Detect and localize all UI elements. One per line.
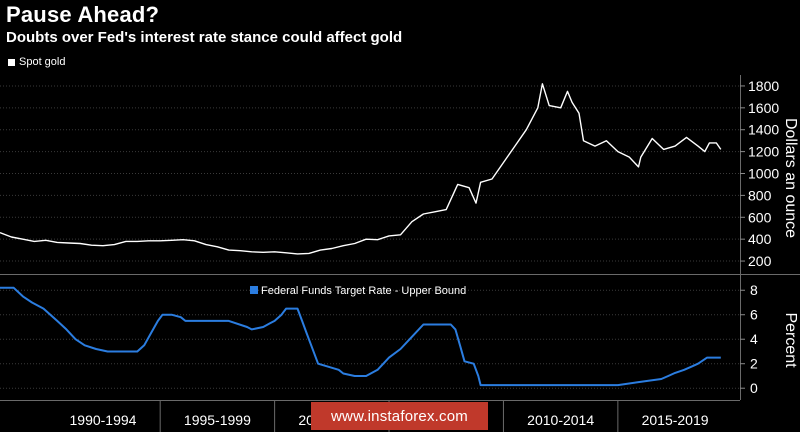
gold-y-tick-label: 1800 (748, 78, 779, 94)
gold-legend-swatch (8, 58, 15, 66)
x-tick-label: 1995-1999 (184, 412, 251, 428)
fed-rate-line (0, 286, 721, 387)
x-tick-label: 2015-2019 (642, 412, 709, 428)
gold-legend-label: Spot gold (19, 56, 66, 68)
rate-y-axis-label: Percent (782, 312, 799, 368)
gold-y-tick-label: 1600 (748, 100, 779, 116)
gold-y-axis-label: Dollars an ounce (782, 118, 799, 238)
gold-y-tick-label: 400 (748, 231, 772, 247)
rate-y-tick-label: 0 (750, 380, 758, 396)
chart-title: Pause Ahead? (6, 2, 160, 27)
rate-y-tick-label: 6 (750, 307, 758, 323)
gold-y-tick-label: 200 (748, 253, 772, 269)
gold-y-tick-label: 800 (748, 187, 772, 203)
chart-subtitle: Doubts over Fed's interest rate stance c… (6, 29, 403, 46)
gold-legend: Spot gold (8, 56, 65, 68)
watermark: www.instaforex.com (311, 402, 488, 430)
x-tick-label: 1990-1994 (70, 412, 137, 428)
rate-legend-label: Federal Funds Target Rate - Upper Bound (261, 285, 466, 297)
gold-y-tick-label: 1400 (748, 122, 779, 138)
rate-y-tick-label: 2 (750, 356, 758, 372)
rate-y-tick-label: 4 (750, 331, 758, 347)
gold-y-tick-label: 1200 (748, 144, 779, 160)
x-tick-label: 2010-2014 (527, 412, 594, 428)
gold-y-tick-label: 600 (748, 209, 772, 225)
gold-price-line (0, 83, 722, 255)
rate-legend-swatch (250, 286, 258, 294)
rate-y-tick-label: 8 (750, 282, 758, 298)
gold-y-tick-label: 1000 (748, 166, 779, 182)
